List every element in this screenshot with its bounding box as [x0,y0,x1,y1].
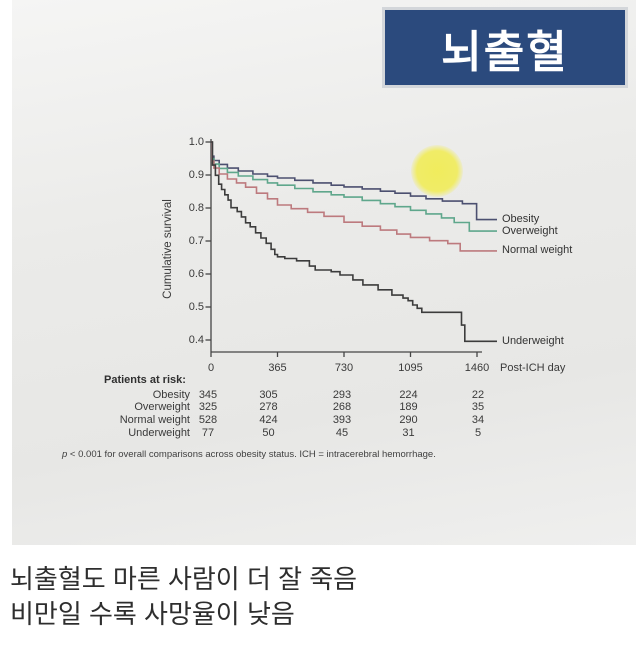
footnote-p-symbol: p [62,449,68,460]
title-banner-label: 뇌출혈 [441,27,569,77]
risk-value: 77 [201,426,215,439]
risk-row-label-underweight: Underweight [128,426,190,439]
risk-value: 293 [332,388,352,401]
bottom-caption: 뇌출혈도 마른 사람이 더 잘 죽음 비만일 수록 사망율이 낮음 [10,562,357,632]
risk-row-label-normal-weight: Normal weight [119,413,190,426]
risk-value: 45 [335,426,349,439]
legend-label-underweight: Underweight [502,334,564,347]
x-tick-label: 1460 [464,362,490,374]
yellow-highlight-circle [411,145,463,197]
risk-value: 50 [262,426,275,439]
risk-row-label-overweight: Overweight [134,401,190,414]
x-tick-label: 730 [334,362,354,374]
caption-line-2: 비만일 수록 사망율이 낮음 [10,599,295,629]
risk-value: 189 [399,401,418,414]
caption-line-1: 뇌출혈도 마른 사람이 더 잘 죽음 [10,564,358,594]
risk-value: 34 [471,413,485,426]
risk-value: 268 [332,401,352,414]
y-tick-label: 0.6 [188,268,204,280]
risk-value: 278 [259,401,278,414]
series-overweight-curve [211,141,497,232]
survival-chart-svg [205,139,497,357]
x-tick-label: 365 [268,362,287,374]
y-tick-label: 0.9 [188,169,204,181]
legend-label-normal-weight: Normal weight [502,244,573,257]
risk-value: 528 [198,413,218,426]
risk-value: 31 [402,426,415,439]
footnote-text: < 0.001 for overall comparisons across o… [67,449,436,460]
risk-value: 22 [471,388,485,401]
chart-photo-background [12,0,636,545]
risk-value: 345 [198,388,218,401]
risk-table-title: Patients at risk: [104,374,186,386]
title-banner: 뇌출혈 [382,7,628,88]
risk-value: 224 [399,388,418,401]
y-tick-label: 0.8 [188,202,204,214]
y-axis-title: Cumulative survival [162,199,174,299]
x-tick-label: 0 [207,362,215,374]
y-tick-label: 0.4 [188,334,204,346]
chart-footnote: p < 0.001 for overall comparisons across… [62,449,436,460]
x-axis-title: Post-ICH day [500,362,566,374]
risk-value: 5 [474,426,482,439]
series-obesity-curve [211,141,497,221]
x-tick-label: 1095 [398,362,423,374]
risk-value: 305 [259,388,278,401]
y-tick-label: 0.7 [188,235,204,247]
legend-label-overweight: Overweight [502,224,558,237]
y-tick-label: 0.5 [188,301,204,313]
risk-value: 424 [259,413,278,426]
legend-label-obesity: Obesity [502,213,540,226]
risk-value: 35 [471,401,485,414]
risk-value: 290 [399,413,418,426]
series-normal-weight-curve [211,141,497,252]
risk-row-label-obesity: Obesity [152,388,190,401]
series-underweight-curve [211,141,497,343]
risk-value: 393 [332,413,352,426]
risk-value: 325 [198,401,218,414]
y-tick-label: 1.0 [188,136,204,148]
